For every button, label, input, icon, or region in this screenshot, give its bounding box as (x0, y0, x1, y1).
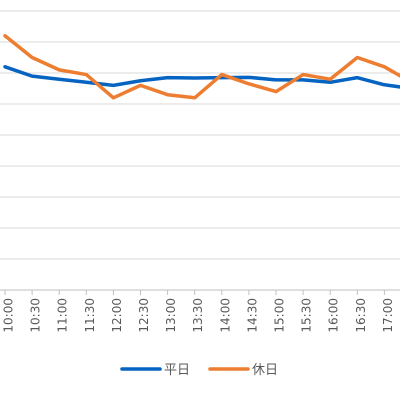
x-tick-label: 15:00 (273, 298, 287, 333)
x-tick-label: 14:00 (218, 298, 232, 333)
x-tick-label: 16:00 (327, 298, 341, 333)
gridlines (0, 10, 400, 291)
legend: 平日 休日 (120, 363, 278, 378)
x-tick-label: 12:30 (137, 298, 151, 333)
x-tick-label: 13:00 (164, 298, 178, 333)
legend-label: 平日 (164, 363, 190, 378)
x-tick-label: 10:30 (29, 298, 43, 333)
x-tick-label: 10:00 (2, 298, 16, 333)
x-tick-label: 13:30 (191, 298, 205, 333)
x-tick-label: 17:00 (381, 298, 395, 333)
x-tick-label: 11:30 (83, 298, 97, 333)
series-lines (3, 34, 400, 100)
x-axis: 10:00 10:30 11:00 11:30 12:00 12:30 13:00 13:30… (2, 290, 395, 333)
x-tick-label: 15:30 (300, 298, 314, 333)
x-tick-label: 11:00 (56, 298, 70, 333)
x-tick-label: 14:30 (245, 298, 259, 333)
x-tick-label: 16:30 (354, 298, 368, 333)
legend-label: 休日 (252, 363, 278, 378)
x-tick-label: 12:00 (110, 298, 124, 333)
